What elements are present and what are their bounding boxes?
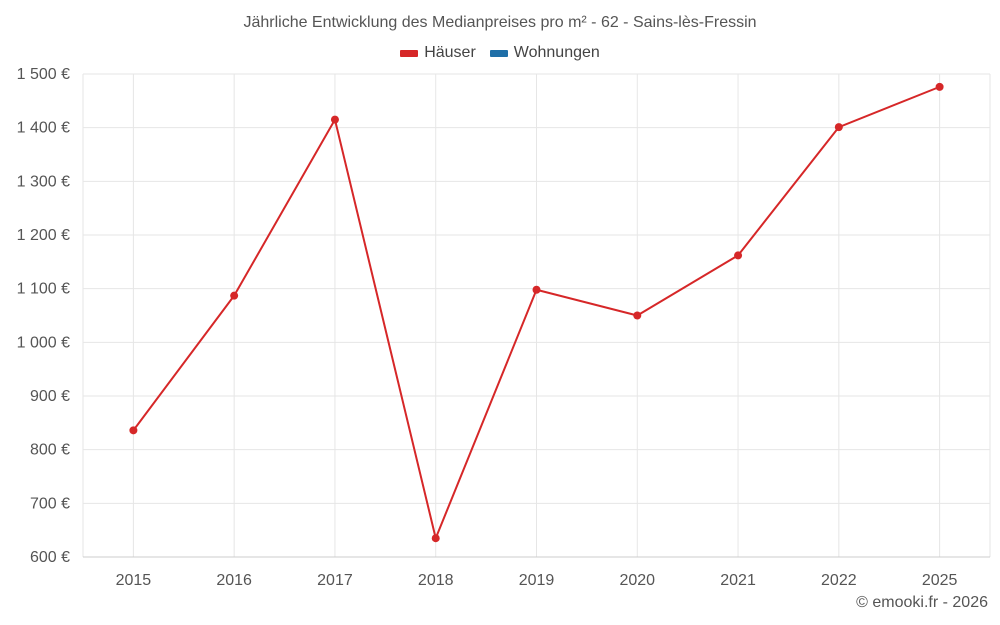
- y-tick-label: 600 €: [30, 549, 70, 566]
- data-point-houses-2019: [532, 285, 541, 294]
- legend-item-apartments[interactable]: Wohnungen: [489, 44, 600, 62]
- y-tick-label: 900 €: [30, 388, 70, 405]
- data-point-houses-2025: [935, 82, 944, 91]
- data-point-houses-2018: [431, 534, 440, 543]
- data-point-houses-2015: [129, 426, 138, 435]
- legend: Häuser Wohnungen: [0, 44, 1000, 62]
- legend-swatch-houses: [400, 49, 419, 57]
- y-tick-label: 1 200 €: [17, 227, 70, 244]
- y-tick-label: 700 €: [30, 495, 70, 512]
- y-tick-label: 1 400 €: [17, 120, 70, 137]
- x-tick-label: 2020: [619, 572, 655, 589]
- x-tick-label: 2015: [116, 572, 152, 589]
- legend-label-apartments: Wohnungen: [513, 44, 600, 61]
- y-tick-label: 800 €: [30, 442, 70, 459]
- legend-swatch-apartments: [489, 49, 508, 57]
- x-tick-label: 2018: [418, 572, 454, 589]
- chart-title: Jährliche Entwicklung des Medianpreises …: [243, 14, 757, 31]
- x-tick-label: 2017: [317, 572, 353, 589]
- legend-item-houses[interactable]: Häuser: [400, 44, 476, 62]
- legend-label-houses: Häuser: [424, 44, 476, 61]
- x-tick-label: 2019: [519, 572, 555, 589]
- x-tick-label: 2021: [720, 572, 756, 589]
- y-tick-label: 1 500 €: [17, 66, 70, 83]
- x-tick-label: 2025: [922, 572, 958, 589]
- data-point-houses-2016: [230, 291, 239, 300]
- credit-text: © emooki.fr - 2026: [856, 594, 988, 611]
- y-tick-label: 1 100 €: [17, 281, 70, 298]
- data-point-houses-2017: [330, 115, 339, 124]
- x-tick-label: 2016: [216, 572, 252, 589]
- data-point-houses-2021: [734, 251, 743, 260]
- x-tick-label: 2022: [821, 572, 857, 589]
- data-point-houses-2022: [834, 123, 843, 132]
- y-tick-label: 1 300 €: [17, 173, 70, 190]
- data-point-houses-2020: [633, 311, 642, 320]
- y-tick-label: 1 000 €: [17, 334, 70, 351]
